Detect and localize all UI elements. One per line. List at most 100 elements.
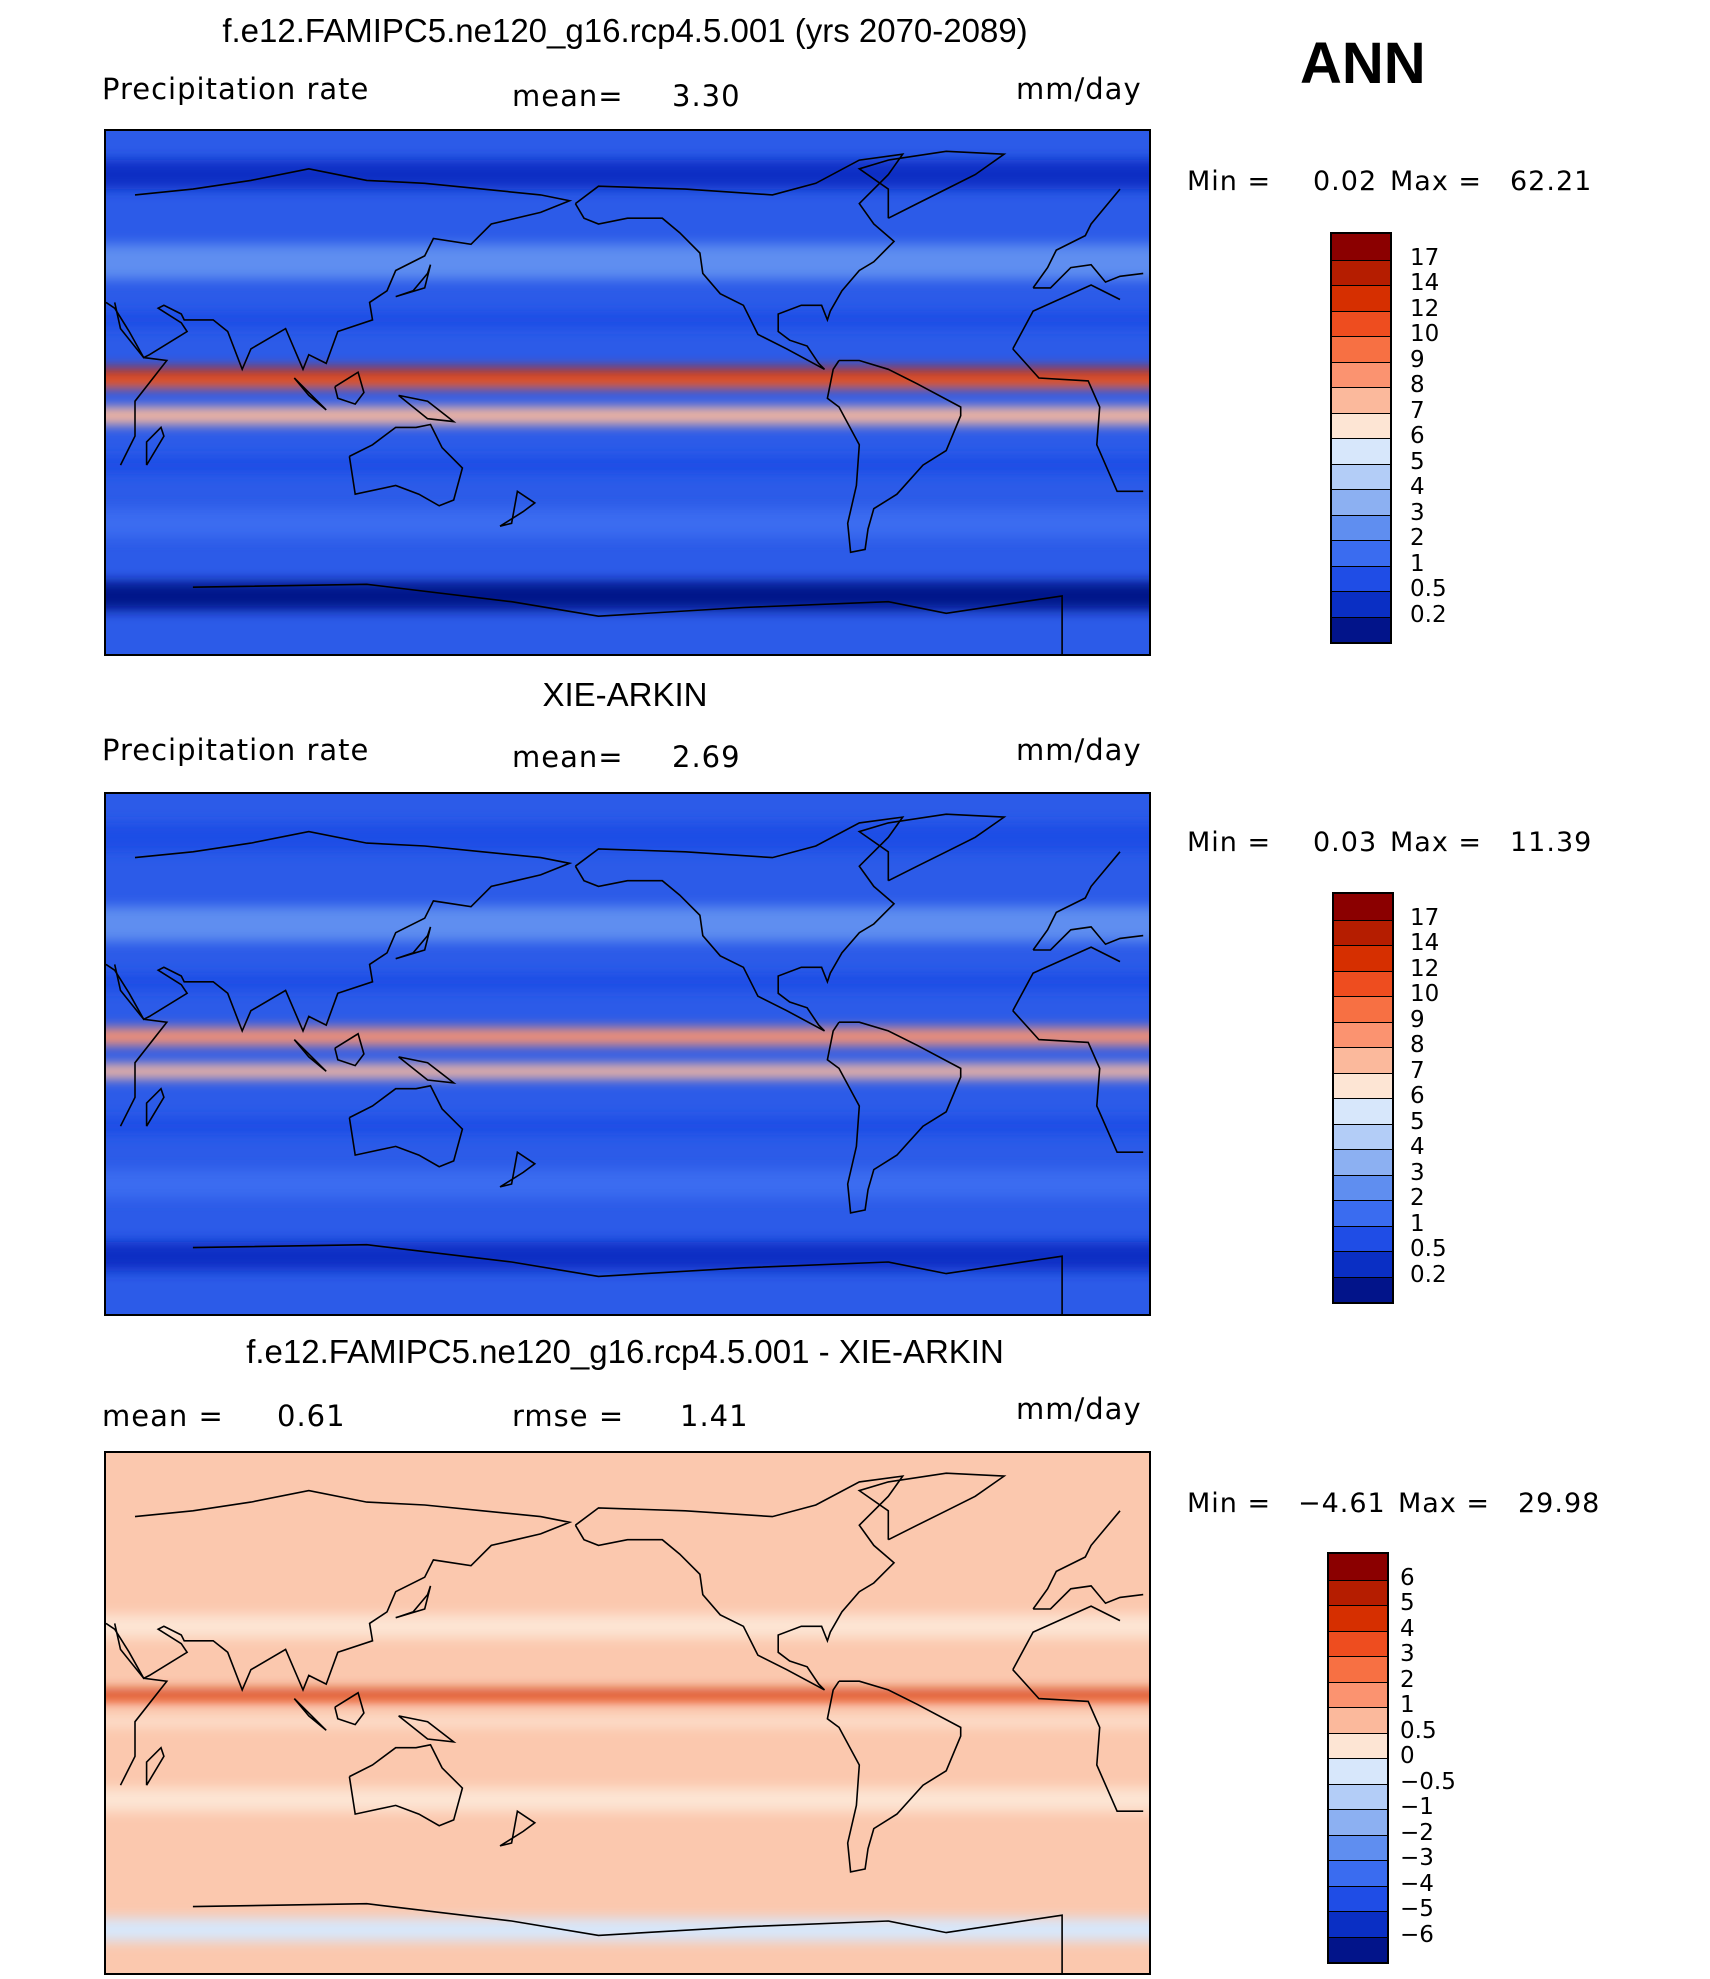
colorbar-tick-label: 0.2 <box>1410 601 1447 628</box>
panel-1-mean-label: mean= <box>512 79 624 113</box>
colorbar-swatch <box>1329 1630 1387 1656</box>
colorbar-swatch <box>1329 1860 1387 1886</box>
colorbar-tick-label: −1 <box>1400 1794 1434 1820</box>
precip-band <box>106 311 1149 329</box>
coastline <box>106 830 1144 1034</box>
colorbar-swatch <box>1329 1732 1387 1758</box>
colorbar-tick-label: 12 <box>1410 955 1440 982</box>
map-background <box>106 131 1149 654</box>
colorbar-swatch <box>1332 438 1390 464</box>
colorbar-tick-label: −2 <box>1400 1819 1434 1846</box>
coastline <box>499 1809 537 1847</box>
colorbar-swatch <box>1329 1707 1387 1733</box>
colorbar-swatch <box>1329 1936 1387 1962</box>
colorbar-tick-label: 8 <box>1410 1032 1425 1058</box>
colorbar-tick-label: −4 <box>1400 1870 1434 1897</box>
panel-2-colorbar-ticks: 17 14 12 10 9 8 7 6 5 4 3 2 1 0.5 0.2 <box>1410 892 1490 1300</box>
colorbar-swatch <box>1329 1605 1387 1631</box>
colorbar-tick-label: −0.5 <box>1400 1768 1456 1795</box>
coastline <box>395 926 432 960</box>
colorbar-swatch <box>1334 970 1392 996</box>
colorbar-swatch <box>1332 591 1390 617</box>
precip-band <box>106 1690 1149 1695</box>
coastline <box>113 1605 1144 1812</box>
coastline <box>348 1084 464 1168</box>
coastline <box>826 359 962 554</box>
panel-3-min-value: −4.61 <box>1298 1488 1386 1519</box>
panel-2-mean-label: mean= <box>512 740 624 774</box>
coastline <box>499 1150 537 1188</box>
colorbar-swatch <box>1332 387 1390 413</box>
coastline <box>113 946 1144 1153</box>
colorbar-tick-label: 4 <box>1400 1615 1415 1642</box>
precip-band <box>106 1614 1149 1638</box>
panel-3-units: mm/day <box>1016 1392 1142 1426</box>
colorbar-tick-label: 2 <box>1410 525 1425 551</box>
colorbar-tick-label: 6 <box>1410 1083 1425 1109</box>
colorbar-tick-label: 4 <box>1410 1134 1425 1160</box>
coastline <box>113 284 1144 493</box>
colorbar-tick-label: −3 <box>1400 1845 1434 1871</box>
panel-3-mean-label: mean = <box>102 1399 224 1433</box>
colorbar-tick-label: 10 <box>1410 981 1440 1007</box>
panel-2-max-value: 11.39 <box>1510 827 1593 858</box>
colorbar-swatch <box>1329 1758 1387 1784</box>
coastline <box>398 1715 457 1744</box>
panel-3-colorbar <box>1327 1552 1389 1964</box>
season-label: ANN <box>1300 31 1426 96</box>
map-background <box>106 1453 1149 1973</box>
panel-2-min-label: Min = <box>1187 827 1272 858</box>
coastline <box>574 1475 905 1691</box>
panel-3-min-label: Min = <box>1187 1488 1272 1519</box>
colorbar-swatch <box>1332 514 1390 540</box>
panel-1-variable-label: Precipitation rate <box>102 72 370 106</box>
colorbar-tick-label: 7 <box>1410 397 1425 424</box>
colorbar-tick-label: 5 <box>1410 1108 1425 1135</box>
colorbar-tick-label: 14 <box>1410 930 1440 956</box>
coastline <box>574 153 905 371</box>
panel-2-colorbar <box>1332 892 1394 1304</box>
colorbar-swatch <box>1329 1885 1387 1911</box>
coastline <box>192 1243 1063 1314</box>
precip-band <box>106 906 1149 942</box>
coastline <box>395 264 432 298</box>
precip-band <box>106 456 1149 474</box>
colorbar-tick-label: 12 <box>1410 295 1440 322</box>
colorbar-swatch <box>1334 1072 1392 1098</box>
panel-1-colorbar-ticks: 17 14 12 10 9 8 7 6 5 4 3 2 1 0.5 0.2 <box>1410 232 1490 640</box>
coastline <box>145 425 165 466</box>
panel-3-mean-value: 0.61 <box>277 1399 346 1433</box>
colorbar-tick-label: 0.5 <box>1410 1236 1447 1262</box>
colorbar-swatch <box>1332 361 1390 387</box>
colorbar-swatch <box>1329 1656 1387 1682</box>
coastline <box>293 1039 327 1072</box>
coastline <box>334 1691 365 1726</box>
map-canvas <box>106 1453 1149 1973</box>
panel-1-title: f.e12.FAMIPC5.ne120_g16.rcp4.5.001 (yrs … <box>222 12 1028 49</box>
colorbar-swatch <box>1334 894 1392 920</box>
panel-3-rmse-label: rmse = <box>512 1399 625 1433</box>
colorbar-swatch <box>1334 1047 1392 1073</box>
colorbar-swatch <box>1329 1809 1387 1835</box>
colorbar-swatch <box>1332 489 1390 515</box>
colorbar-tick-label: 5 <box>1410 448 1425 475</box>
coastline <box>293 1698 327 1731</box>
colorbar-swatch <box>1332 310 1390 336</box>
precip-band <box>106 1689 1149 1702</box>
precip-band <box>106 508 1149 538</box>
coastline <box>398 1056 457 1085</box>
coastline <box>857 813 1007 882</box>
colorbar-swatch <box>1334 996 1392 1022</box>
coastline <box>574 816 905 1032</box>
coastline <box>348 1743 464 1827</box>
panel-1-min-value: 0.02 <box>1313 166 1378 197</box>
colorbar-swatch <box>1329 1783 1387 1809</box>
precip-band <box>106 1788 1149 1812</box>
colorbar-tick-label: 0.5 <box>1410 576 1447 602</box>
coastline <box>395 1585 432 1619</box>
colorbar-swatch <box>1332 336 1390 362</box>
panel-1-min-label: Min = <box>1187 166 1272 197</box>
coastline <box>145 1746 165 1786</box>
colorbar-tick-label: 8 <box>1410 372 1425 398</box>
colorbar-swatch <box>1334 1174 1392 1200</box>
